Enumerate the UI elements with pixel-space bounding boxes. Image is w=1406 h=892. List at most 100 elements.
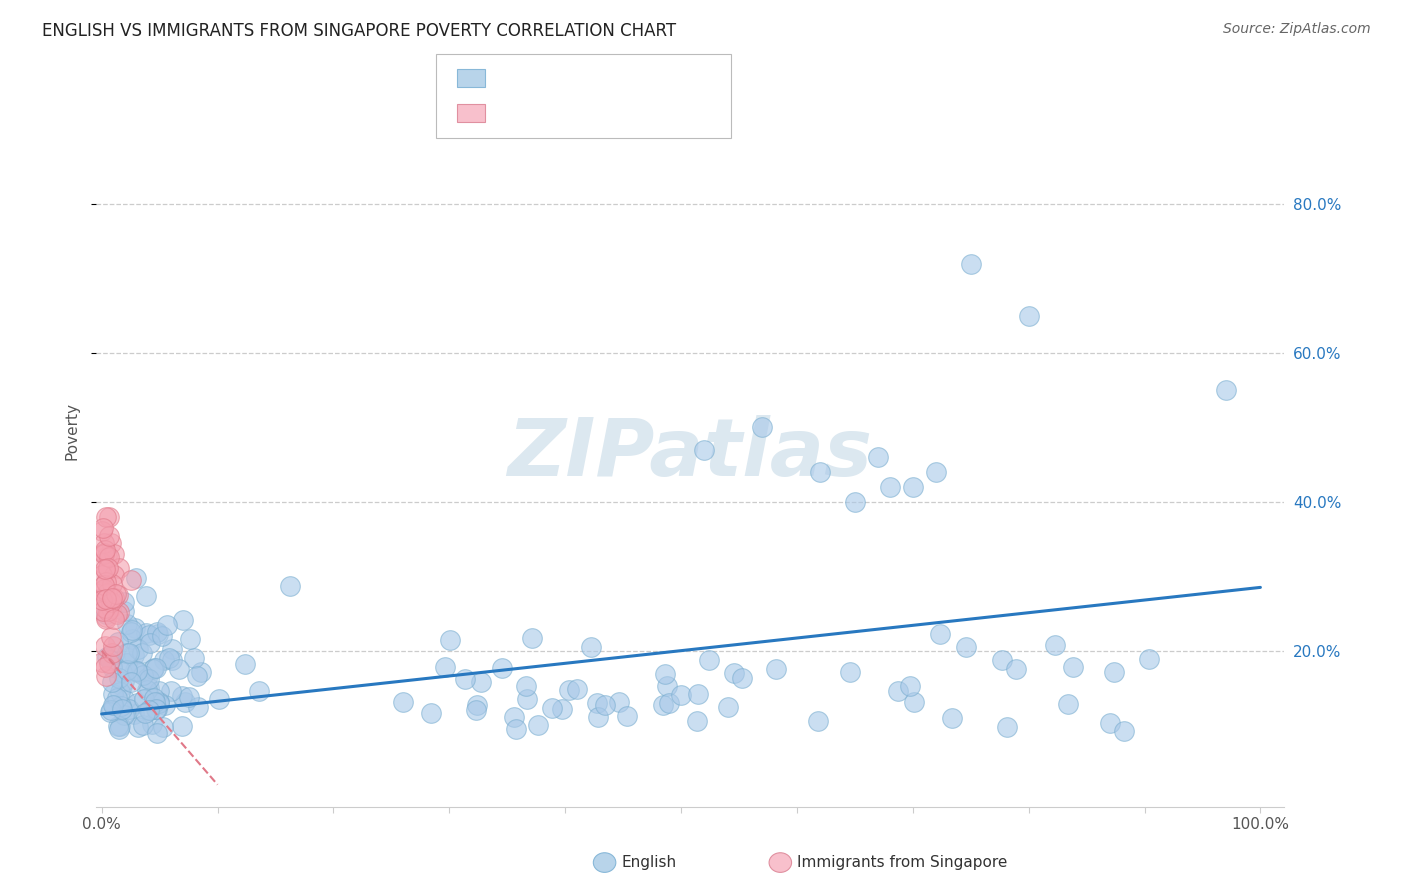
- Text: R =: R =: [495, 69, 526, 87]
- Point: [142, 690, 165, 705]
- Point: [148, 695, 170, 709]
- Point: [586, 696, 609, 710]
- Text: 52: 52: [633, 104, 655, 122]
- Point: [97, 561, 120, 575]
- Point: [91, 591, 114, 605]
- Point: [100, 577, 122, 591]
- Point: [100, 703, 122, 717]
- Point: [125, 571, 148, 585]
- Point: [959, 256, 981, 270]
- Point: [901, 480, 924, 494]
- Text: N =: N =: [592, 104, 623, 122]
- Point: [505, 722, 527, 736]
- Point: [107, 635, 129, 649]
- Point: [595, 698, 617, 712]
- Point: [844, 495, 866, 509]
- Point: [516, 692, 538, 706]
- Point: [108, 684, 131, 698]
- Point: [104, 587, 127, 601]
- Point: [101, 646, 124, 660]
- Point: [103, 591, 125, 606]
- Point: [100, 600, 122, 615]
- Text: ZIPatlas: ZIPatlas: [508, 415, 872, 492]
- Point: [579, 640, 602, 654]
- Point: [391, 695, 413, 709]
- Point: [121, 624, 143, 638]
- Point: [94, 575, 117, 590]
- Point: [152, 652, 174, 666]
- Point: [91, 583, 114, 598]
- Point: [107, 588, 129, 602]
- Point: [616, 708, 638, 723]
- Point: [97, 604, 120, 618]
- Point: [96, 585, 118, 599]
- Point: [110, 698, 132, 713]
- Point: [135, 671, 157, 685]
- Point: [686, 687, 709, 701]
- Point: [1005, 662, 1028, 676]
- Point: [208, 692, 231, 706]
- Point: [100, 535, 122, 549]
- Point: [107, 671, 129, 685]
- Point: [127, 642, 149, 657]
- Point: [96, 610, 118, 624]
- Point: [1137, 652, 1160, 666]
- Point: [135, 625, 157, 640]
- Point: [98, 653, 121, 667]
- Point: [127, 696, 149, 710]
- Point: [93, 521, 115, 535]
- Point: [96, 549, 118, 564]
- Point: [103, 612, 125, 626]
- Point: [152, 720, 174, 734]
- Point: [1018, 309, 1040, 323]
- Point: [247, 683, 270, 698]
- Point: [955, 640, 977, 654]
- Point: [112, 595, 135, 609]
- Point: [94, 611, 117, 625]
- Point: [107, 561, 129, 575]
- Point: [183, 650, 205, 665]
- Y-axis label: Poverty: Poverty: [65, 402, 79, 460]
- Point: [136, 683, 159, 698]
- Point: [115, 664, 138, 678]
- Point: [94, 509, 117, 524]
- Text: ENGLISH VS IMMIGRANTS FROM SINGAPORE POVERTY CORRELATION CHART: ENGLISH VS IMMIGRANTS FROM SINGAPORE POV…: [42, 22, 676, 40]
- Point: [465, 703, 488, 717]
- Text: -0.279: -0.279: [538, 104, 598, 122]
- Point: [765, 663, 787, 677]
- Point: [96, 668, 118, 682]
- Point: [731, 671, 754, 685]
- Point: [101, 687, 124, 701]
- Point: [97, 509, 120, 524]
- Text: 158: 158: [633, 69, 668, 87]
- Point: [90, 592, 112, 607]
- Point: [103, 698, 125, 713]
- Point: [141, 717, 163, 731]
- Point: [551, 702, 574, 716]
- Point: [94, 639, 117, 653]
- Point: [114, 693, 136, 707]
- Point: [105, 691, 128, 706]
- Point: [103, 647, 125, 661]
- Point: [97, 550, 120, 565]
- Point: [160, 683, 183, 698]
- Point: [420, 706, 443, 721]
- Point: [717, 700, 740, 714]
- Text: 0.382: 0.382: [538, 69, 591, 87]
- Point: [111, 665, 134, 679]
- Point: [105, 607, 128, 621]
- Point: [108, 722, 131, 736]
- Point: [97, 656, 120, 670]
- Point: [838, 665, 860, 679]
- Point: [439, 633, 461, 648]
- Point: [808, 465, 831, 479]
- Point: [657, 679, 679, 693]
- Point: [124, 648, 146, 663]
- Point: [177, 690, 200, 704]
- Point: [607, 695, 630, 709]
- Point: [124, 621, 146, 635]
- Point: [146, 726, 169, 740]
- Point: [124, 707, 146, 722]
- Point: [558, 683, 581, 698]
- Point: [94, 659, 117, 673]
